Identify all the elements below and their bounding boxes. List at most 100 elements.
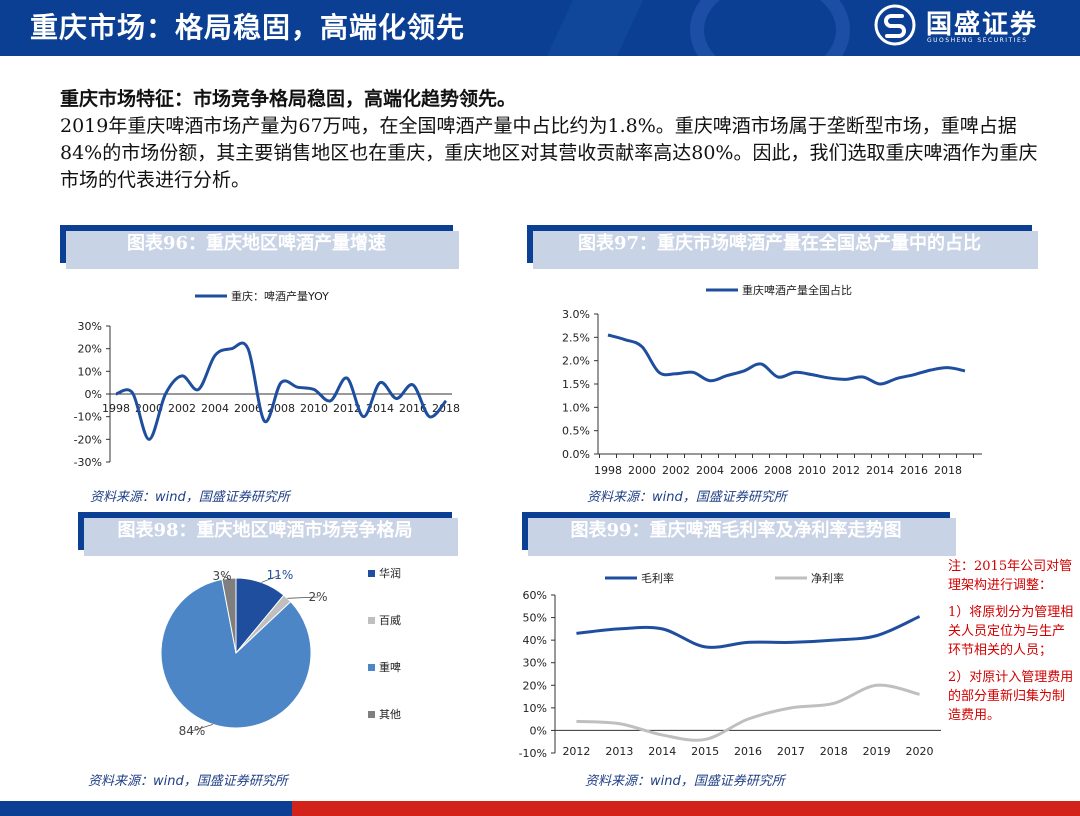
chart96-y-tick-label: -30% bbox=[74, 456, 102, 469]
chart99-x-tick-label: 2017 bbox=[777, 745, 805, 758]
header-decoration-ring bbox=[690, 0, 850, 56]
chart98-slice-label: 84% bbox=[179, 724, 206, 738]
chart-title-97: 图表97：重庆市场啤酒产量在全国总产量中的占比 bbox=[527, 225, 1038, 269]
chart96-x-tick-label: 2002 bbox=[168, 402, 196, 415]
chart97-x-tick-label: 2008 bbox=[764, 464, 792, 477]
chart97-y-tick-label: 2.5% bbox=[562, 331, 590, 344]
chart97-y-tick-label: 1.5% bbox=[562, 378, 590, 391]
chart97-x-tick-label: 2018 bbox=[934, 464, 962, 477]
chart99-x-tick-label: 2018 bbox=[820, 745, 848, 758]
intro-text: 重庆市场特征：市场竞争格局稳固，高端化趋势领先。 2019年重庆啤酒市场产量为6… bbox=[60, 86, 1050, 194]
chart96-x-tick-label: 2016 bbox=[399, 402, 427, 415]
chart97-x-tick-label: 2012 bbox=[832, 464, 860, 477]
source-96: 资料来源：wind，国盛证券研究所 bbox=[90, 490, 290, 505]
chart97-x-tick-label: 2006 bbox=[730, 464, 758, 477]
brand-name: 国盛证券 bbox=[926, 10, 1039, 40]
brand-subtitle: GUOSHENG SECURITIES bbox=[927, 37, 1028, 44]
chart98-legend-swatch bbox=[368, 711, 375, 718]
chart96-y-tick-label: 10% bbox=[78, 365, 102, 378]
chart96-legend-label: 重庆：啤酒产量YOY bbox=[231, 289, 329, 303]
chart96-x-tick-label: 2006 bbox=[234, 402, 262, 415]
page-title: 重庆市场：格局稳固，高端化领先 bbox=[30, 11, 466, 44]
chart99-y-tick-label: 20% bbox=[523, 679, 547, 692]
chart-title-96: 图表96：重庆地区啤酒产量增速 bbox=[60, 225, 459, 269]
chart99-y-tick-label: 40% bbox=[523, 634, 547, 647]
chart97-series-line bbox=[607, 333, 966, 386]
chart98-leader-line bbox=[191, 723, 213, 732]
chart96-x-tick-label: 2012 bbox=[333, 402, 361, 415]
chart97-x-tick-label: 2014 bbox=[866, 464, 894, 477]
chart99-y-tick-label: 50% bbox=[523, 612, 547, 625]
chart98-slice-label: 11% bbox=[267, 568, 294, 582]
note-line-2: 1）将原划分为管理相关人员定位为与生产环节相关的人员； bbox=[948, 605, 1074, 658]
chart96-series-line bbox=[115, 341, 448, 441]
chart97-x-tick-label: 2000 bbox=[628, 464, 656, 477]
intro-heading: 重庆市场特征：市场竞争格局稳固，高端化趋势领先。 bbox=[60, 88, 517, 110]
note-line-3: 2）对原计入管理费用的部分重新归集为制造费用。 bbox=[948, 670, 1074, 723]
chart-title-99: 图表99：重庆啤酒毛利率及净利率走势图 bbox=[522, 512, 956, 556]
chart96-x-tick-label: 2010 bbox=[300, 402, 328, 415]
chart-99: 毛利率 净利率 60% 50% 40% 30% 20% 10% 0% -10% 2012 2013 20… bbox=[519, 571, 941, 760]
chart98-legend-swatch bbox=[368, 617, 375, 624]
chart97-x-tick-label: 2002 bbox=[662, 464, 690, 477]
chart99-x-tick-label: 2020 bbox=[906, 745, 934, 758]
chart96-y-tick-label: 20% bbox=[78, 343, 102, 356]
chart97-x-tick-label: 1998 bbox=[594, 464, 622, 477]
chart96-y-tick-label: 0% bbox=[85, 388, 102, 401]
chart97-y-tick-label: 0.0% bbox=[562, 448, 590, 461]
chart99-x-tick-label: 2016 bbox=[734, 745, 762, 758]
chart98-legend-label: 百威 bbox=[379, 614, 401, 627]
header-decoration bbox=[546, 0, 644, 56]
chart97-x-tick-label: 2004 bbox=[696, 464, 724, 477]
brand: 国盛证券 GUOSHENG SECURITIES bbox=[874, 4, 1064, 50]
chart97-y-tick-label: 0.5% bbox=[562, 425, 590, 438]
chart98-slice bbox=[160, 578, 312, 729]
chart99-x-tick-label: 2012 bbox=[562, 745, 590, 758]
source-99: 资料来源：wind，国盛证券研究所 bbox=[585, 774, 785, 789]
note-line-1: 注：2015年公司对管理架构进行调整： bbox=[948, 559, 1073, 593]
footer-bar-accent bbox=[292, 801, 1080, 816]
chart96-x-tick-label: 2000 bbox=[135, 402, 163, 415]
footer-bar bbox=[0, 801, 1080, 816]
chart96-y-tick-label: 30% bbox=[78, 320, 102, 333]
chart96-y-tick-label: -10% bbox=[74, 411, 102, 424]
chart97-x-tick-label: 2010 bbox=[798, 464, 826, 477]
chart98-leader-line bbox=[221, 575, 230, 579]
chart99-x-tick-label: 2015 bbox=[691, 745, 719, 758]
chart98-slice-label: 2% bbox=[308, 590, 327, 604]
source-97: 资料来源：wind，国盛证券研究所 bbox=[587, 490, 787, 505]
chart99-x-tick-label: 2014 bbox=[648, 745, 676, 758]
chart98-leader-line bbox=[261, 574, 281, 583]
chart97-x-tick-label: 2016 bbox=[900, 464, 928, 477]
chart99-y-tick-label: 10% bbox=[523, 702, 547, 715]
header-bar: 重庆市场：格局稳固，高端化领先 国盛证券 GUOSHENG SECURITIES bbox=[0, 0, 1080, 56]
chart96-x-tick-label: 2014 bbox=[366, 402, 394, 415]
chart-title-98: 图表98：重庆地区啤酒市场竞争格局 bbox=[78, 512, 458, 556]
chart97-y-tick-label: 3.0% bbox=[562, 308, 590, 321]
chart99-series-line bbox=[576, 683, 920, 742]
chart99-y-tick-label: 60% bbox=[523, 589, 547, 602]
chart-97: 重庆啤酒产量全国占比 3.0% 2.5% 2.0% 1.5% 1.0% 0.5% 0.0% 19… bbox=[562, 283, 982, 477]
chart99-series-line bbox=[576, 615, 921, 649]
chart97-legend-label: 重庆啤酒产量全国占比 bbox=[742, 283, 852, 297]
chart98-legend-label: 华润 bbox=[379, 566, 401, 580]
note-box: 注：2015年公司对管理架构进行调整： 1）将原划分为管理相关人员定位为与生产环… bbox=[948, 557, 1076, 733]
chart98-legend-label: 重啤 bbox=[379, 660, 401, 674]
chart96-x-tick-label: 1998 bbox=[102, 402, 130, 415]
chart99-y-tick-label: -10% bbox=[519, 747, 547, 760]
chart98-legend-swatch bbox=[368, 664, 375, 671]
chart96-y-tick-label: -20% bbox=[74, 433, 102, 446]
chart99-x-tick-label: 2013 bbox=[605, 745, 633, 758]
chart99-gross-legend-label: 毛利率 bbox=[641, 571, 674, 585]
chart99-y-tick-label: 0% bbox=[530, 724, 547, 737]
chart99-x-tick-label: 2019 bbox=[863, 745, 891, 758]
chart98-slice bbox=[221, 577, 237, 654]
chart-96: 重庆：啤酒产量YOY 30% 20% 10% 0% -10% -20% -30% 1998 200… bbox=[74, 289, 460, 469]
chart98-leader-line bbox=[287, 596, 319, 599]
chart98-legend-swatch bbox=[368, 570, 375, 577]
chart99-y-tick-label: 30% bbox=[523, 657, 547, 670]
chart98-legend-label: 其他 bbox=[379, 708, 401, 721]
chart97-y-tick-label: 1.0% bbox=[562, 401, 590, 414]
chart97-y-tick-label: 2.0% bbox=[562, 355, 590, 368]
